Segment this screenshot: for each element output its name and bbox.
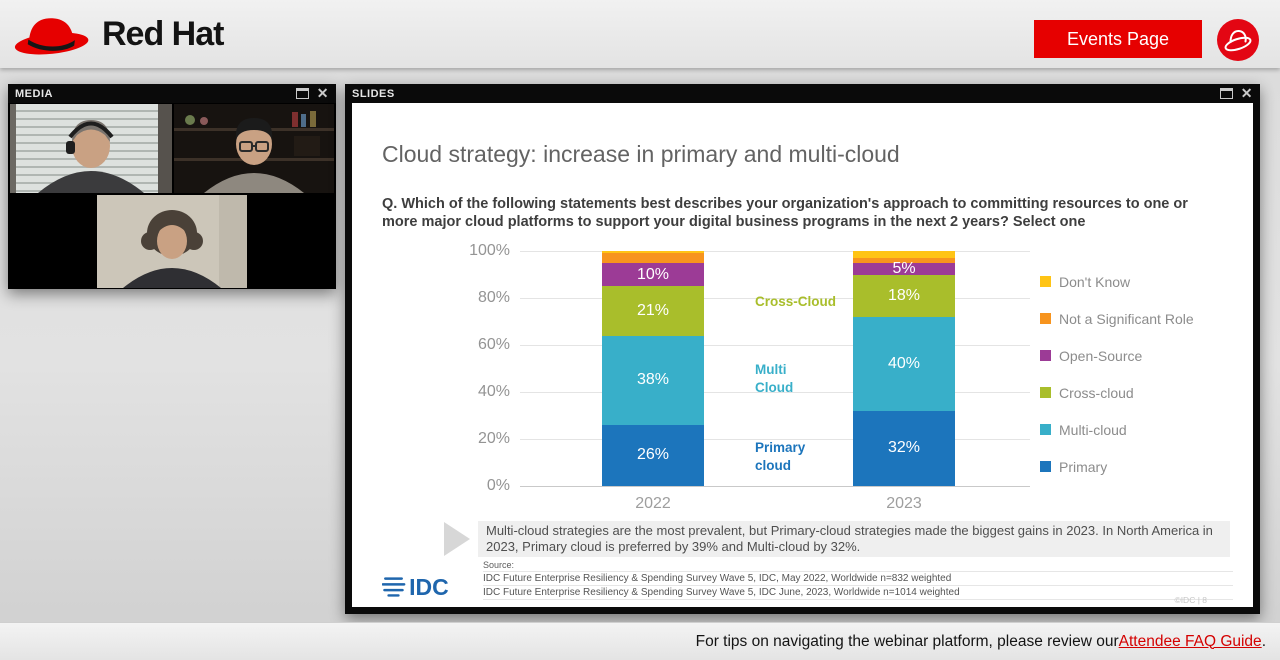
- x-category-label: 2023: [886, 495, 922, 512]
- media-panel-header: MEDIA ✕: [8, 84, 336, 103]
- chart-legend: Don't Know Not a Significant Role Open-Sou…: [1040, 263, 1194, 485]
- slide-note: Multi-cloud strategies are the most prev…: [478, 521, 1230, 557]
- idc-logo: IDC: [381, 571, 474, 606]
- maximize-icon[interactable]: [1219, 88, 1233, 99]
- gridline: [520, 298, 1030, 299]
- source-line: IDC Future Enterprise Resiliency & Spend…: [483, 571, 1233, 586]
- note-arrow-icon: [444, 522, 470, 556]
- gridline: [520, 345, 1030, 346]
- attendee-faq-link[interactable]: Attendee FAQ Guide: [1118, 632, 1262, 650]
- segment-2022-Cross-cloud: 21%: [602, 286, 704, 336]
- gridline: [520, 251, 1030, 252]
- chart-annotation: Multi Cloud: [755, 362, 794, 395]
- legend-color-chip: [1040, 461, 1051, 472]
- legend-label: Not a Significant Role: [1059, 310, 1194, 327]
- segment-2023-Cross-cloud: 18%: [853, 274, 955, 317]
- video-feed-3: [97, 195, 247, 288]
- chart-annotation: Cross-Cloud: [755, 294, 836, 309]
- slides-panel-header: SLIDES ✕: [345, 84, 1260, 103]
- source-line: IDC Future Enterprise Resiliency & Spend…: [483, 586, 1233, 600]
- segment-2022-Don't Know: [602, 251, 704, 254]
- source-label: Source:: [483, 560, 515, 570]
- legend-label: Multi-cloud: [1059, 421, 1127, 438]
- redhat-fedora-icon: [14, 18, 89, 55]
- y-tick-label: 60%: [477, 336, 510, 353]
- redhat-logo: Red Hat: [12, 8, 224, 60]
- segment-2022-Primary: 26%: [602, 424, 704, 486]
- y-tick-label: 20%: [477, 430, 510, 447]
- brand-wordmark: Red Hat: [102, 14, 224, 53]
- legend-color-chip: [1040, 350, 1051, 361]
- slide-question: Q. Which of the following statements bes…: [382, 196, 1188, 230]
- page-footer: For tips on navigating the webinar platf…: [0, 622, 1280, 660]
- bar-2023: 32% 40% 18% 5%: [853, 251, 955, 486]
- segment-2023-Don't Know: [853, 251, 955, 259]
- segment-2022-Not a Significant Role: [602, 253, 704, 263]
- y-tick-label: 80%: [477, 289, 510, 306]
- legend-item: Don't Know: [1040, 263, 1194, 300]
- redhat-badge-icon[interactable]: [1216, 18, 1260, 62]
- legend-item: Cross-cloud: [1040, 374, 1194, 411]
- legend-item: Multi-cloud: [1040, 411, 1194, 448]
- slides-panel-title: SLIDES: [352, 87, 395, 100]
- chart-annotation: Primary cloud: [755, 440, 806, 473]
- legend-label: Primary: [1059, 458, 1108, 475]
- slide: Cloud strategy: increase in primary and …: [352, 103, 1253, 607]
- segment-2022-Open-Source: 10%: [602, 262, 704, 287]
- y-tick-label: 100%: [469, 242, 510, 259]
- footer-suffix: .: [1261, 632, 1266, 650]
- legend-item: Not a Significant Role: [1040, 300, 1194, 337]
- footer-text: For tips on navigating the webinar platf…: [695, 632, 1119, 650]
- top-header: Red Hat Events Page: [0, 0, 1280, 68]
- media-panel-title: MEDIA: [15, 87, 53, 100]
- media-panel: MEDIA ✕: [8, 84, 336, 289]
- segment-2023-Primary: 32%: [853, 410, 955, 486]
- idc-logo-text: IDC: [409, 574, 449, 600]
- segment-2023-Not a Significant Role: [853, 258, 955, 263]
- legend-label: Open-Source: [1059, 347, 1143, 364]
- legend-item: Primary: [1040, 448, 1194, 485]
- legend-color-chip: [1040, 313, 1051, 324]
- segment-2022-Multi-cloud: 38%: [602, 335, 704, 425]
- legend-item: Open-Source: [1040, 337, 1194, 374]
- close-icon[interactable]: ✕: [1240, 85, 1253, 101]
- segment-2023-Open-Source: 5%: [853, 260, 955, 277]
- legend-label: Cross-cloud: [1059, 384, 1134, 401]
- gridline: [520, 392, 1030, 393]
- gridline: [520, 439, 1030, 440]
- y-axis: 0% 20% 40% 60% 80% 100%: [410, 242, 510, 494]
- y-tick-label: 0%: [486, 477, 510, 494]
- close-icon[interactable]: ✕: [316, 85, 329, 101]
- video-feed-2: [174, 104, 334, 193]
- video-area: [8, 103, 336, 289]
- video-feed-1: [10, 104, 172, 193]
- legend-color-chip: [1040, 276, 1051, 287]
- y-tick-label: 40%: [477, 383, 510, 400]
- plot-area: 26% 38% 21% 10% 2022 32% 40% 18% 5% 2023: [520, 251, 1030, 512]
- slides-panel: SLIDES ✕ Cloud strategy: increase in pri…: [345, 84, 1260, 614]
- legend-color-chip: [1040, 387, 1051, 398]
- x-category-label: 2022: [635, 495, 671, 512]
- legend-color-chip: [1040, 424, 1051, 435]
- maximize-icon[interactable]: [295, 88, 309, 99]
- bar-2022: 26% 38% 21% 10%: [602, 251, 704, 486]
- slide-title: Cloud strategy: increase in primary and …: [382, 141, 900, 167]
- segment-2023-Multi-cloud: 40%: [853, 316, 955, 411]
- gridline: [520, 486, 1030, 487]
- slide-page-number: ©IDC | 8: [1174, 595, 1207, 605]
- events-page-button[interactable]: Events Page: [1034, 20, 1202, 58]
- legend-label: Don't Know: [1059, 273, 1131, 290]
- source-lines: IDC Future Enterprise Resiliency & Spend…: [483, 571, 1233, 600]
